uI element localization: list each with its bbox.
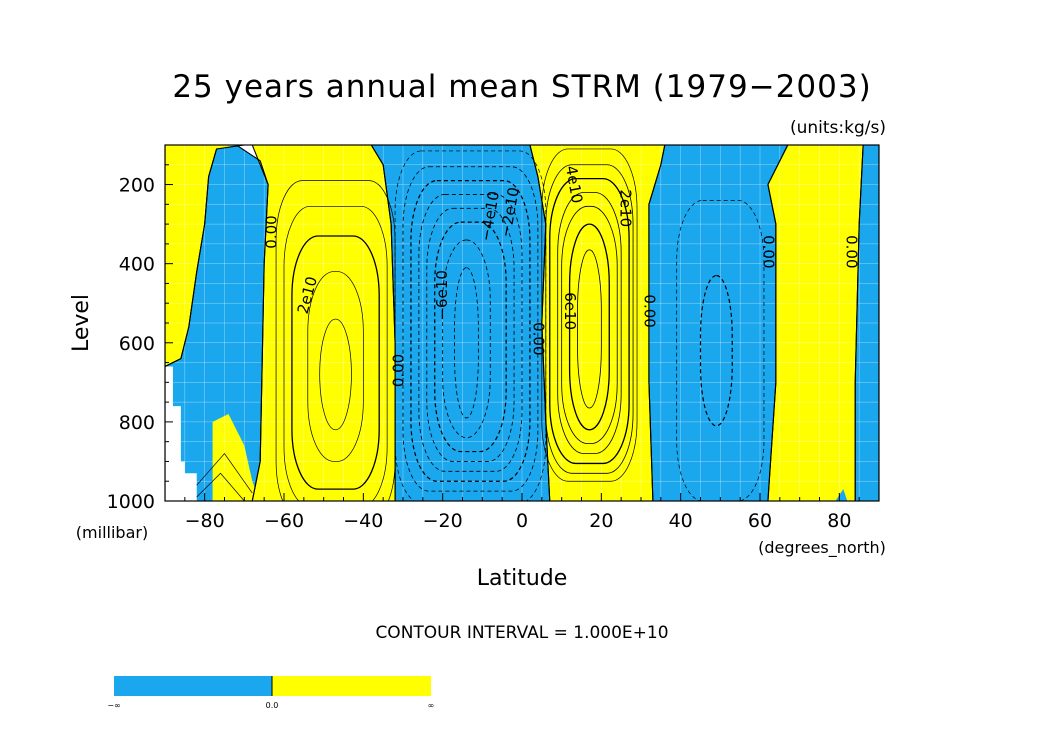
x-tick-label: 40: [669, 510, 693, 532]
colorbar: −∞ 0.0 ∞: [107, 676, 434, 710]
colorbar-negative-segment: [114, 676, 272, 696]
contour-surface-1: [196, 472, 245, 501]
missing-data-polygon: [165, 366, 197, 501]
x-axis: −80 −60 −40 −20 0 20 40 60 80: [164, 493, 880, 532]
contour-shadley-2: [410, 180, 531, 482]
chart-title: 25 years annual mean STRM (1979−2003): [172, 69, 871, 105]
y-tick-label: 200: [119, 175, 155, 197]
contour-sferrel-3: [307, 271, 364, 462]
x-tick-label: −40: [343, 510, 383, 532]
contour-label-12: 0.00: [843, 235, 861, 268]
plot-area: 0.002e100.00−6e10−4e10−2e100.004e106e102…: [165, 145, 879, 501]
contour-sferrel-1: [283, 205, 388, 501]
contour-nhadley-6: [577, 249, 602, 409]
y-axis-title: Level: [69, 294, 94, 352]
contour-label-8: 6e10: [561, 292, 579, 330]
fill-region-negative-9: [835, 489, 848, 501]
contour-shadley-6: [442, 239, 491, 439]
contour-label-2: 0.00: [390, 354, 408, 387]
x-units-label: (degrees_north): [758, 538, 886, 558]
y-units-label: (millibar): [76, 523, 148, 542]
contour-nferrel-0: [676, 200, 765, 501]
contour-nferrel-1: [699, 274, 733, 427]
contour-shadley-3: [418, 194, 523, 472]
x-tick-label: −80: [185, 510, 225, 532]
contour-zero-7: [854, 145, 879, 501]
missing-data-terrain: [165, 366, 197, 501]
colorbar-label-zero: 0.0: [266, 701, 279, 710]
contour-lines: [165, 145, 879, 501]
contour-nhadley-1: [545, 164, 634, 474]
contour-nhadley-4: [561, 205, 618, 445]
contour-nhadley-5: [568, 223, 610, 431]
contour-shadley-0: [394, 150, 547, 501]
contour-surface-0: [196, 452, 253, 494]
contour-label-11: 0.00: [759, 235, 777, 268]
x-tick-label: 20: [589, 510, 613, 532]
contour-shadley-5: [434, 221, 507, 453]
contour-nhadley-2: [549, 177, 630, 465]
contour-label-10: 0.00: [640, 294, 658, 327]
contour-label-9: 2e10: [617, 189, 635, 227]
contour-label-6: 0.00: [529, 322, 547, 355]
x-tick-label: 80: [827, 510, 851, 532]
x-tick-label: −20: [423, 510, 463, 532]
x-tick-label: 0: [516, 510, 528, 532]
contour-label-3: −6e10: [433, 270, 451, 320]
colorbar-label-min: −∞: [107, 701, 120, 710]
colorbar-label-max: ∞: [428, 701, 435, 710]
contour-shadley-4: [426, 207, 515, 462]
colorbar-positive-segment: [272, 676, 431, 696]
y-tick-label: 400: [119, 254, 155, 276]
y-axis: 200 400 600 800 1000: [107, 144, 173, 513]
y-tick-label: 800: [119, 412, 155, 434]
y-tick-label: 600: [119, 333, 155, 355]
contour-label-0: 0.00: [263, 215, 281, 248]
contour-shadley-7: [454, 267, 479, 419]
x-axis-title: Latitude: [477, 566, 568, 591]
contour-sferrel-4: [319, 318, 352, 431]
contour-interval-label: CONTOUR INTERVAL = 1.000E+10: [375, 623, 668, 643]
contour-shadley-1: [402, 166, 539, 492]
y-tick-label: 1000: [107, 491, 155, 513]
contour-sferrel-2: [291, 235, 380, 490]
units-label: (units:kg/s): [790, 118, 886, 138]
x-tick-label: −60: [264, 510, 304, 532]
x-tick-label: 60: [748, 510, 772, 532]
contour-nhadley-3: [557, 192, 622, 454]
